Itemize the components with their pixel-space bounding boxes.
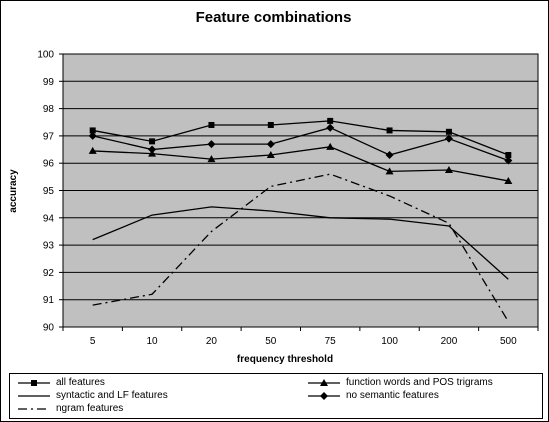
legend-label: ngram features [56,403,124,414]
series-line [92,206,509,280]
y-tick-label: 90 [43,323,55,334]
data-point [326,142,335,150]
x-tick-label: 500 [500,336,517,347]
series-1 [88,142,513,184]
data-point [88,146,97,154]
data-point [444,166,453,174]
legend-swatch [308,379,340,386]
data-point [385,167,394,175]
data-point [505,152,512,159]
data-point [31,380,37,386]
series-2 [92,206,509,280]
data-point [504,176,513,184]
legend-label: all features [56,377,105,388]
legend-label: no semantic features [346,390,439,401]
data-point [149,138,156,145]
y-tick-label: 93 [43,241,55,252]
x-tick-label: 200 [441,336,458,347]
data-point [320,392,328,400]
y-tick-label: 94 [43,213,55,224]
series-4 [92,173,509,322]
legend-swatch [18,380,50,386]
y-tick-label: 100 [37,50,54,61]
legend-label: syntactic and LF features [56,390,168,401]
y-tick-label: 99 [43,77,55,88]
x-tick-labels: 5 10 20 50 75 100 200 500 [62,327,539,347]
chart-title: Feature combinations [195,9,352,26]
legend-swatch [308,392,340,400]
series-line [92,127,509,162]
data-point [266,151,275,159]
x-axis-label: frequency threshold [237,354,333,365]
x-tick-label: 10 [147,336,159,347]
legend: all features function words and POS trig… [9,373,543,419]
x-tick-label: 75 [325,336,337,347]
data-point [504,156,513,165]
x-tick-label: 20 [206,336,218,347]
data-point [445,128,452,135]
y-axis-label: accuracy [8,169,19,213]
x-tick-label: 50 [265,336,277,347]
series-lines [88,117,513,322]
data-point [207,155,216,163]
y-tick-label: 97 [43,131,55,142]
data-point [89,127,96,134]
x-tick-label: 5 [90,336,96,347]
data-point [444,134,453,143]
y-tick-label: 95 [43,186,55,197]
series-0 [89,117,512,159]
data-point [207,140,216,149]
series-line [92,146,509,182]
series-line [92,120,509,156]
data-point [327,117,334,124]
data-point [385,151,394,160]
y-tick-label: 96 [43,159,55,170]
data-point [326,123,335,132]
data-point [267,121,274,128]
series-line [92,173,509,322]
data-point [148,145,157,154]
data-point [266,140,275,149]
y-tick-label: 91 [43,295,55,306]
x-tick-label: 100 [381,336,398,347]
y-tick-label: 92 [43,268,55,279]
legend-label: function words and POS trigrams [346,377,493,388]
data-point [88,131,97,140]
data-point [386,127,393,134]
y-tick-labels: 90 91 92 93 94 95 96 97 98 99 100 [37,50,63,334]
legend-swatch [18,408,50,410]
series-3 [88,123,513,165]
y-tick-label: 98 [43,104,55,115]
legend-swatch [18,395,50,397]
data-point [320,379,328,386]
data-point [208,121,215,128]
